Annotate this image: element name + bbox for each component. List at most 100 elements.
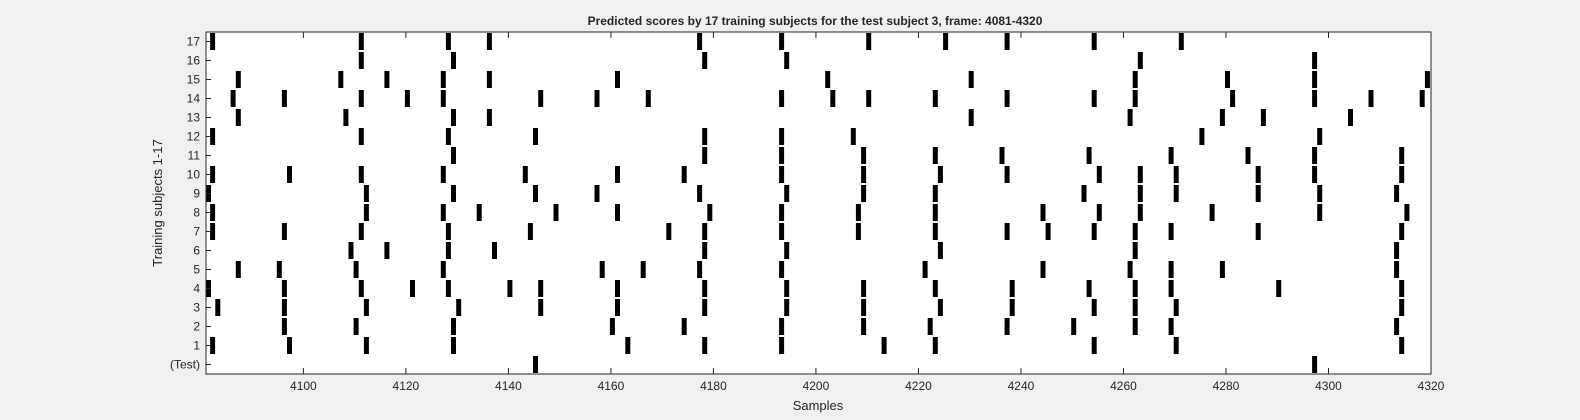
event-mark-row-4-13 <box>1086 280 1092 297</box>
event-mark-row-5-1 <box>276 261 282 278</box>
event-mark-row-14-10 <box>866 90 872 107</box>
event-mark-row-3-2 <box>363 299 369 316</box>
event-mark-row-10-3 <box>440 166 446 183</box>
event-mark-row-10-5 <box>615 166 620 183</box>
event-mark-row-5-8 <box>922 261 928 278</box>
event-mark-row-3-6 <box>702 299 708 316</box>
y-tick-label: 10 <box>187 168 201 182</box>
event-mark-row-3-12 <box>1132 299 1138 316</box>
event-mark-row-13-0 <box>235 109 241 126</box>
event-mark-row-7-6 <box>702 223 708 240</box>
x-tick-label: 4100 <box>290 379 317 393</box>
x-ticks: 4100 4120 4140 4160 4180 4200 4220 4240 4260 4280… <box>290 32 1445 393</box>
y-tick-label: 11 <box>188 149 201 163</box>
y-tick-label: 6 <box>193 244 200 258</box>
event-mark-row-15-0 <box>235 71 241 88</box>
event-mark-row-5-6 <box>697 261 703 278</box>
event-mark-row-17-8 <box>1004 33 1010 50</box>
event-mark-row-9-10 <box>1137 185 1143 202</box>
event-mark-row-1-8 <box>932 337 938 354</box>
event-mark-row-6-6 <box>937 242 943 259</box>
event-mark-row-2-9 <box>1071 318 1077 335</box>
chart-title: Predicted scores by 17 training subjects… <box>588 14 1043 28</box>
event-mark-row-8-6 <box>707 204 713 221</box>
event-mark-row-8-9 <box>932 204 938 221</box>
event-mark-row-2-7 <box>927 318 933 335</box>
event-mark-row-15-11 <box>1424 71 1430 88</box>
y-tick-label: 14 <box>187 92 201 106</box>
event-mark-row-14-0 <box>230 90 236 107</box>
event-mark-row-9-12 <box>1255 185 1261 202</box>
event-mark-row-6-1 <box>384 242 390 259</box>
event-mark-row-1-3 <box>451 337 456 354</box>
event-mark-row-5-3 <box>440 261 446 278</box>
event-mark-row-4-9 <box>784 280 790 297</box>
event-mark-row-12-4 <box>702 128 708 145</box>
event-mark-row-14-13 <box>1091 90 1097 107</box>
y-tick-label: 2 <box>193 320 200 334</box>
event-mark-row-4-7 <box>615 280 620 297</box>
event-mark-row-13-2 <box>451 109 456 126</box>
event-mark-row-14-1 <box>281 90 287 107</box>
event-mark-row-8-15 <box>1404 204 1410 221</box>
event-mark-row-17-3 <box>486 33 492 50</box>
event-mark-row-3-14 <box>1399 299 1405 316</box>
event-mark-row-2-1 <box>353 318 359 335</box>
event-mark-row-5-4 <box>599 261 605 278</box>
event-mark-row-9-14 <box>1394 185 1400 202</box>
event-mark-row-6-8 <box>1394 242 1400 259</box>
event-mark-row-3-1 <box>281 299 287 316</box>
event-mark-row-15-9 <box>1225 71 1230 88</box>
event-mark-row-2-10 <box>1132 318 1138 335</box>
event-mark-row-1-10 <box>1173 337 1179 354</box>
event-mark-row-14-3 <box>404 90 410 107</box>
event-mark-row-14-18 <box>1419 90 1425 107</box>
event-mark-row-5-12 <box>1219 261 1225 278</box>
event-mark-row-4-5 <box>507 280 513 297</box>
y-tick-label: 13 <box>187 111 201 125</box>
plot-border <box>205 31 1432 375</box>
event-mark-row-12-5 <box>779 128 785 145</box>
event-mark-row-8-10 <box>1040 204 1046 221</box>
event-mark-row-4-17 <box>1399 280 1405 297</box>
event-mark-row-4-3 <box>410 280 415 297</box>
event-mark-row-7-16 <box>1399 223 1405 240</box>
y-tick-label: 17 <box>187 35 201 49</box>
event-mark-row-14-17 <box>1368 90 1374 107</box>
event-mark-row-4-4 <box>445 280 451 297</box>
event-mark-row-12-0 <box>210 128 216 145</box>
event-mark-row-16-2 <box>702 52 708 69</box>
event-mark-row-11-1 <box>702 147 708 164</box>
event-mark-row-14-11 <box>932 90 938 107</box>
event-mark-row-3-0 <box>215 299 221 316</box>
event-mark-row-4-10 <box>861 280 867 297</box>
event-mark-row-2-8 <box>1004 318 1010 335</box>
event-mark-row-15-4 <box>486 71 492 88</box>
event-mark-row-14-9 <box>830 90 836 107</box>
event-mark-row-6-4 <box>702 242 708 259</box>
y-tick-label: 15 <box>187 73 201 87</box>
event-mark-row-3-3 <box>456 299 462 316</box>
event-mark-row-9-2 <box>451 185 456 202</box>
event-mark-row-2-5 <box>779 318 785 335</box>
event-mark-row-1-7 <box>881 337 887 354</box>
event-mark-row-15-1 <box>338 71 344 88</box>
event-mark-row-15-10 <box>1312 71 1318 88</box>
x-axis-label: Samples <box>793 398 844 413</box>
event-mark-row-2-0 <box>281 318 287 335</box>
event-mark-row-14-2 <box>358 90 364 107</box>
y-tick-label: 1 <box>193 339 200 353</box>
event-mark-row-4-8 <box>702 280 708 297</box>
x-tick-label: 4260 <box>1110 379 1137 393</box>
event-mark-row-4-1 <box>281 280 287 297</box>
event-mark-row-9-1 <box>363 185 369 202</box>
y-tick-label: 9 <box>193 187 200 201</box>
event-mark-row-10-10 <box>1004 166 1010 183</box>
x-tick-label: 4140 <box>495 379 522 393</box>
y-axis-label: Training subjects 1-17 <box>150 139 165 266</box>
event-mark-row-10-6 <box>681 166 687 183</box>
event-mark-row-2-6 <box>861 318 867 335</box>
event-mark-row-8-1 <box>363 204 369 221</box>
event-mark-row-1-1 <box>287 337 292 354</box>
